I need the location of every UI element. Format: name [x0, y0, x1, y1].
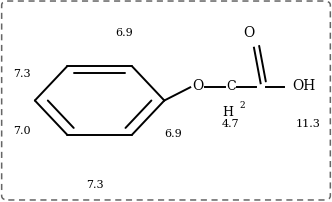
FancyBboxPatch shape	[2, 2, 330, 200]
Text: 4.7: 4.7	[222, 118, 240, 128]
Text: C: C	[226, 79, 235, 92]
Text: H: H	[222, 105, 234, 118]
Text: OH: OH	[292, 79, 315, 93]
Text: 2: 2	[239, 101, 245, 110]
Text: 7.3: 7.3	[86, 179, 104, 189]
Text: 6.9: 6.9	[116, 27, 133, 37]
Text: 7.0: 7.0	[13, 125, 31, 135]
Text: O: O	[192, 79, 203, 93]
Text: O: O	[243, 25, 255, 39]
Text: 6.9: 6.9	[164, 128, 182, 138]
Text: 7.3: 7.3	[13, 69, 31, 79]
Text: 11.3: 11.3	[295, 118, 320, 128]
